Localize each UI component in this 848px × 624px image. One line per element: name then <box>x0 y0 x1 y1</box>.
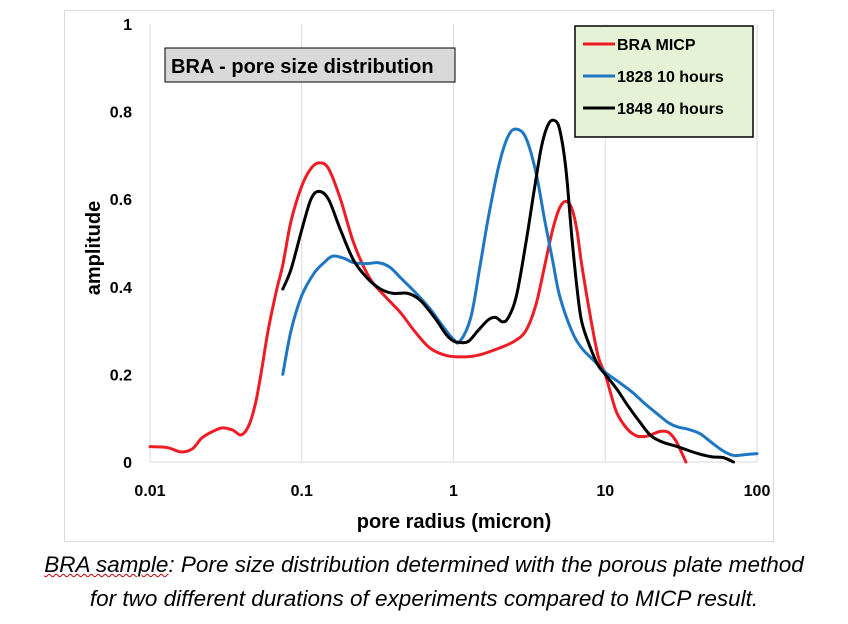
vertical-gridlines <box>149 24 758 462</box>
legend[interactable]: BRA MICP 1828 10 hours 1848 40 hours <box>574 25 754 138</box>
series-line-bra-micp <box>148 161 688 464</box>
caption-sample-name: BRA sample <box>44 552 169 577</box>
x-tick-label-2: 1 <box>449 483 458 500</box>
x-tick-label-1: 0.1 <box>291 483 313 500</box>
y-tick-label-5: 1 <box>123 17 132 34</box>
chart: 0 0.2 0.4 0.6 0.8 1 0.01 0.1 1 10 100 BRA - pore … <box>83 17 770 533</box>
x-tick-labels: 0.01 0.1 1 10 100 <box>134 483 770 500</box>
y-tick-label-4: 0.8 <box>110 105 132 122</box>
y-tick-label-0: 0 <box>123 455 132 472</box>
chart-title-box: BRA - pore size distribution <box>164 47 456 83</box>
x-tick-label-0: 0.01 <box>134 483 165 500</box>
caption-line-1: BRA sample: Pore size distribution deter… <box>0 548 848 582</box>
series-line-1848-40-hours <box>281 118 735 464</box>
caption-line-1-rest: : Pore size distribution determined with… <box>168 552 804 577</box>
chart-title: BRA - pore size distribution <box>171 56 434 78</box>
chart-title-background <box>164 47 456 83</box>
legend-label-1848-40-hours: 1848 40 hours <box>617 101 724 118</box>
legend-label-1828-10-hours: 1828 10 hours <box>617 69 724 86</box>
y-tick-label-2: 0.4 <box>110 280 132 297</box>
y-tick-labels: 0 0.2 0.4 0.6 0.8 1 <box>110 17 132 472</box>
y-axis-title: amplitude <box>83 201 105 295</box>
figure-caption: BRA sample: Pore size distribution deter… <box>0 548 848 616</box>
series-line-1828-10-hours <box>281 127 759 458</box>
x-axis-title: pore radius (micron) <box>357 511 551 533</box>
caption-line-2: for two different durations of experimen… <box>89 586 759 611</box>
series-lines <box>148 118 759 464</box>
y-tick-label-1: 0.2 <box>110 367 132 384</box>
x-tick-label-3: 10 <box>596 483 614 500</box>
y-tick-label-3: 0.6 <box>110 192 132 209</box>
x-tick-label-4: 100 <box>744 483 771 500</box>
legend-label-bra-micp: BRA MICP <box>617 37 696 54</box>
